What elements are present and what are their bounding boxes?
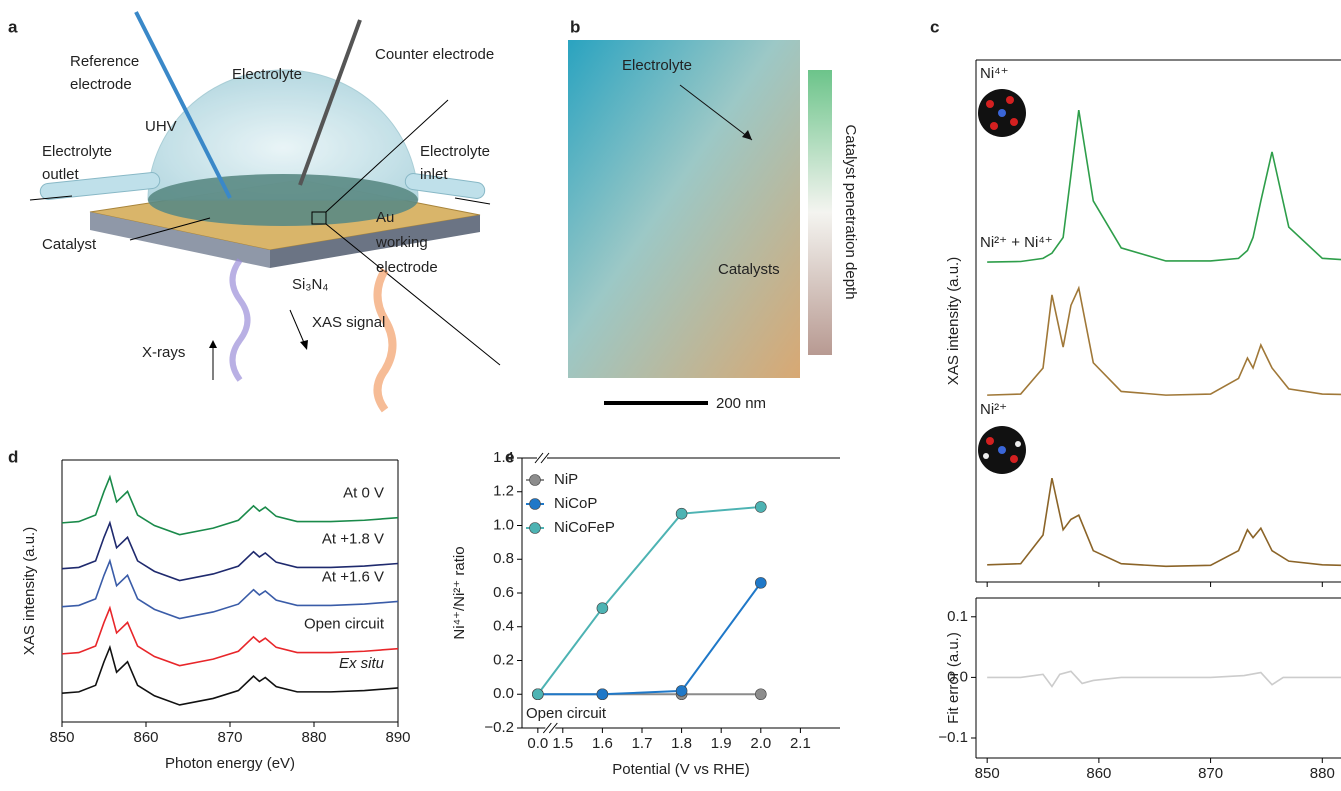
y-tick-label: 0.1 xyxy=(947,608,968,625)
diagram-label: working xyxy=(375,234,428,251)
panel-label: b xyxy=(570,17,580,36)
x-tick-label: 890 xyxy=(385,729,410,746)
series-label: At 0 V xyxy=(343,485,384,502)
diagram-label: Si₃N₄ xyxy=(292,276,328,293)
diagram-label: Electrolyte xyxy=(42,143,112,160)
diagram-label: electrode xyxy=(70,76,132,93)
x-tick-label: 1.9 xyxy=(711,735,732,752)
point xyxy=(676,508,687,519)
plot xyxy=(971,598,1341,763)
x-tick-label: 2.0 xyxy=(750,735,771,752)
y-axis-label: Ni⁴⁺/Ni²⁺ ratio xyxy=(451,546,468,639)
legend-marker xyxy=(530,523,541,534)
panel-label: c xyxy=(930,17,939,36)
legend-label: NiP xyxy=(554,471,578,488)
y-tick-label: 0.4 xyxy=(493,618,514,635)
x-tick-label: 0.0 xyxy=(527,735,548,752)
legend-label: NiCoFeP xyxy=(554,519,615,536)
x-tick-label: 1.5 xyxy=(552,735,573,752)
diagram-label: electrode xyxy=(376,259,438,276)
diagram-label: XAS signal xyxy=(312,314,385,331)
y-axis-label: XAS intensity (a.u.) xyxy=(945,257,962,385)
point xyxy=(597,689,608,700)
y-tick-label: 1.0 xyxy=(493,516,514,533)
diagram-label: Counter electrode xyxy=(375,46,494,63)
x-tick-label: 870 xyxy=(1198,765,1223,782)
legend-label: NiCoP xyxy=(554,495,597,512)
series-label: Ni²⁺ xyxy=(980,401,1007,418)
legend-marker xyxy=(530,499,541,510)
point xyxy=(755,577,766,588)
point xyxy=(532,689,543,700)
x-axis-label: Photon energy (eV) xyxy=(165,755,295,772)
diagram-label: Electrolyte xyxy=(420,143,490,160)
x-tick-label: 860 xyxy=(1086,765,1111,782)
y-axis-label: XAS intensity (a.u.) xyxy=(21,527,38,655)
diagram-label: Reference xyxy=(70,53,139,70)
panel-label: a xyxy=(8,17,18,36)
series-label: Ex situ xyxy=(339,655,385,672)
series-line xyxy=(987,478,1341,566)
page: a b c d e Reference electrode Electrolyt… xyxy=(0,0,1341,791)
y-axis-label: Fit error (a.u.) xyxy=(945,632,962,724)
diagram-label: Catalyst xyxy=(42,236,97,253)
series-label: At +1.6 V xyxy=(322,568,384,585)
diagram-label: outlet xyxy=(42,166,80,183)
x-tick-label: 880 xyxy=(301,729,326,746)
image-label: Catalysts xyxy=(718,261,780,278)
figure: a b c d e Reference electrode Electrolyt… xyxy=(0,0,1341,791)
x-tick-label: 850 xyxy=(49,729,74,746)
x-tick-label: 2.1 xyxy=(790,735,811,752)
y-tick-label: 0.0 xyxy=(493,685,514,702)
image-label: Electrolyte xyxy=(622,57,692,74)
series-label: Open circuit xyxy=(304,616,385,633)
x-tick-label: 880 xyxy=(1310,765,1335,782)
y-tick-label: −0.2 xyxy=(484,719,514,736)
point xyxy=(597,603,608,614)
series-label: Ni⁴⁺ xyxy=(980,65,1009,82)
x-axis-label: Potential (V vs RHE) xyxy=(612,761,750,778)
y-tick-label: 0.6 xyxy=(493,584,514,601)
y-tick-label: −0.1 xyxy=(938,729,968,746)
diagram-label: UHV xyxy=(145,118,177,135)
scale-bar-label: 200 nm xyxy=(716,395,766,412)
diagram-label: inlet xyxy=(420,166,448,183)
x-tick-label: 860 xyxy=(133,729,158,746)
colorbar-label: Catalyst penetration depth xyxy=(842,124,859,299)
series-line xyxy=(538,583,761,694)
series-label: At +1.8 V xyxy=(322,530,384,547)
point xyxy=(676,685,687,696)
series-line xyxy=(987,288,1341,395)
x-tick-label: 870 xyxy=(217,729,242,746)
plot xyxy=(976,60,1341,587)
y-tick-label: 1.4 xyxy=(493,449,514,466)
y-tick-label: 0.2 xyxy=(493,651,514,668)
diagram-label: Au xyxy=(376,209,394,226)
series-line xyxy=(987,671,1341,686)
legend-marker xyxy=(530,475,541,486)
x-tick-label: 1.7 xyxy=(632,735,653,752)
annotation: Open circuit xyxy=(526,705,607,722)
diagram-label: X-rays xyxy=(142,344,185,361)
x-tick-label: 1.6 xyxy=(592,735,613,752)
x-tick-label: 850 xyxy=(975,765,1000,782)
y-tick-label: 1.2 xyxy=(493,483,514,500)
micrograph xyxy=(568,40,800,378)
diagram-label: Electrolyte xyxy=(232,66,302,83)
panel-label: d xyxy=(8,447,18,466)
point xyxy=(755,689,766,700)
point xyxy=(755,501,766,512)
series-label: Ni²⁺ + Ni⁴⁺ xyxy=(980,234,1053,251)
x-tick-label: 1.8 xyxy=(671,735,692,752)
colorbar xyxy=(808,70,832,355)
y-tick-label: 0.8 xyxy=(493,550,514,567)
